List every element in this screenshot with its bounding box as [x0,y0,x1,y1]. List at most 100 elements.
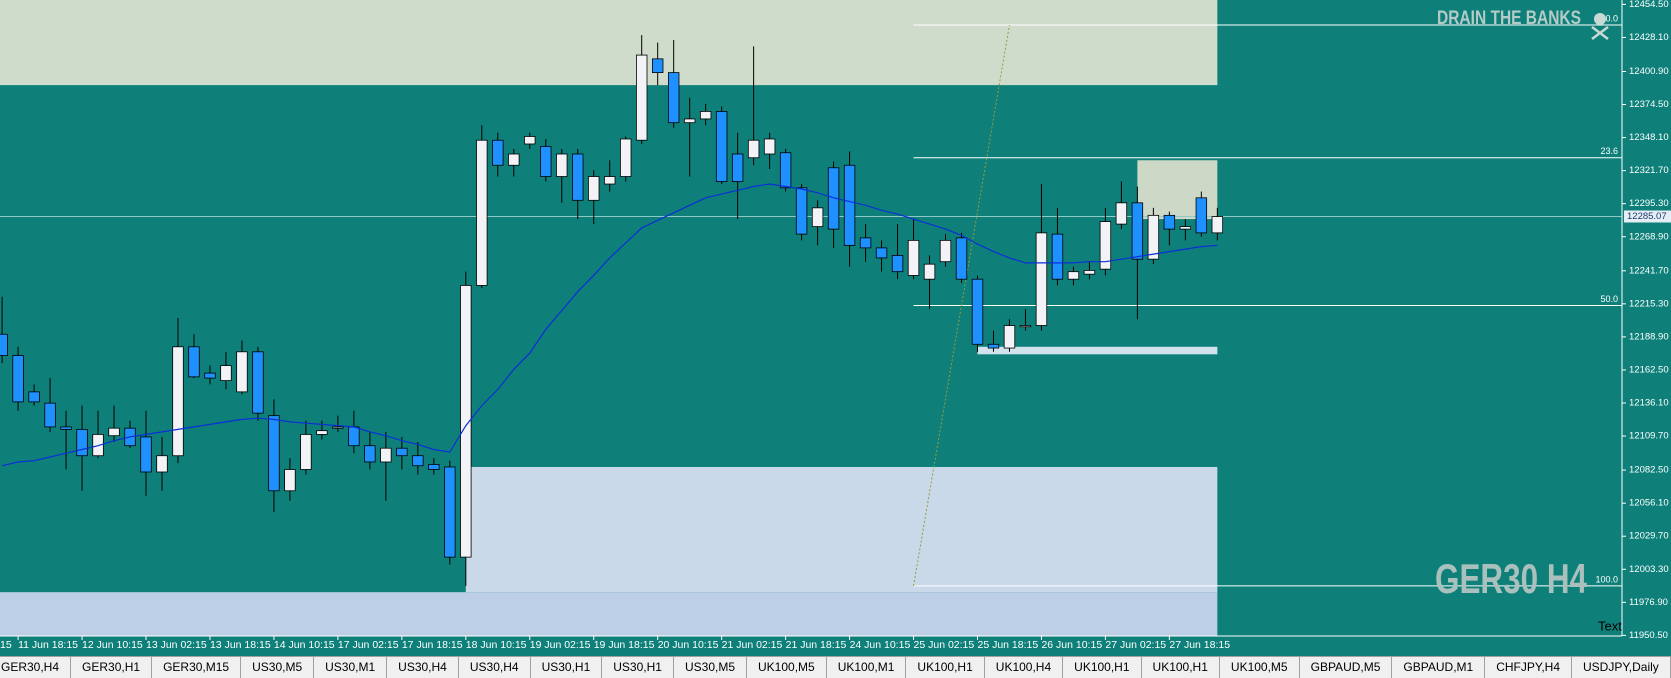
fibo-trendline [913,24,1010,587]
candle-body [348,426,360,447]
candle-body [204,372,216,379]
axes: 12454.50 12428.10 12400.90 12374.50 12348.10… [0,0,1671,651]
candle-body [1147,214,1160,260]
x-tick-label-partial: 15 [0,639,12,651]
y-tick-label: 12215.30 [1629,298,1669,309]
candle-body [1003,325,1016,349]
corner-text: Text [1598,618,1622,633]
candle-body [1051,233,1064,280]
candle-body [428,464,440,470]
symbol-tab[interactable]: USDJPY,Daily [1572,657,1671,678]
candle-body [76,429,88,457]
zone [0,592,1218,636]
candle-body [636,54,648,141]
candle-body [140,436,152,473]
moving-average [1,183,1218,467]
x-tick-label: 17 Jun 18:15 [402,639,463,651]
zone [465,466,1218,593]
symbol-tabs: GER30,H4 GER30,H1 GER30,M15 US30,M5 US30,M1 U… [0,656,1671,678]
fibo-label: 0.0 [1605,13,1618,23]
symbol-tab[interactable]: US30,M5 [241,657,315,678]
watermark-top: DRAIN THE BANKS [1437,8,1581,29]
symbol-tab[interactable]: US30,H4 [459,657,531,678]
symbol-tab[interactable]: GER30,H4 [0,657,72,678]
candle-body [1163,214,1176,230]
candle-body [811,207,824,228]
candle-body [108,427,120,437]
x-tick-label: 27 Jun 18:15 [1169,639,1230,651]
fibo-label: 23.6 [1600,146,1618,156]
symbol-tab[interactable]: UK100,H1 [1063,657,1142,678]
symbol-tab[interactable]: UK100,H1 [906,657,985,678]
candle-body [1067,271,1080,280]
y-tick-label: 12428.10 [1629,32,1669,43]
candle-body [683,118,696,124]
candle-body [1131,202,1144,260]
symbol-tab[interactable]: UK100,M5 [1220,657,1300,678]
x-tick-label: 13 Jun 02:15 [146,639,207,651]
x-tick-label: 21 Jun 02:15 [722,639,783,651]
symbol-tab[interactable]: UK100,H1 [1142,657,1220,678]
candle-body [715,111,728,182]
symbol-tab[interactable]: US30,M1 [314,657,388,678]
symbol-tab[interactable]: GBPAUD,M1 [1392,657,1486,678]
candles [0,35,1224,586]
symbol-tab[interactable]: GBPAUD,M5 [1300,657,1393,678]
fibo-label: 100.0 [1595,574,1618,584]
x-tick-label: 25 Jun 02:15 [914,639,975,651]
symbol-tab[interactable]: UK100,M1 [827,657,907,678]
candle-body [556,153,568,177]
candle-body [651,58,664,74]
candle-body [44,402,56,428]
symbol-tab[interactable]: US30,M5 [674,657,747,678]
candle-body [300,434,312,470]
lines: 0.0 23.6 50.0 100.0 [0,13,1622,587]
candle-body [524,136,536,145]
x-tick-label: 20 Jun 10:15 [658,639,719,651]
watermark-symbol: GER30 H4 [1435,555,1587,602]
y-tick-label: 12109.70 [1629,431,1669,442]
x-tick-label: 24 Jun 10:15 [850,639,911,651]
x-tick-label: 27 Jun 02:15 [1105,639,1166,651]
candle-body [412,455,424,467]
candle-body [476,139,488,286]
candle-body [939,239,952,263]
candle-body [827,167,840,230]
candle-body [572,153,584,201]
symbol-tab[interactable]: US30,H4 [387,657,459,678]
candle-body [60,426,72,430]
candle-body [284,469,296,492]
x-tick-label: 17 Jun 02:15 [338,639,399,651]
candle-body [268,415,280,492]
candle-body [667,72,680,124]
candle-body [12,355,24,403]
candle-body [795,187,808,235]
symbol-tab[interactable]: CHFJPY,H4 [1485,657,1572,678]
skull-icon [1591,13,1609,40]
candle-body [588,176,600,201]
candle-body [252,351,264,414]
zone [0,0,1218,86]
candle-body [1083,270,1096,275]
candle-body [540,146,552,177]
candle-body [28,391,40,403]
x-tick-label: 19 Jun 18:15 [594,639,655,651]
candle-body [843,164,856,246]
candle-body [444,466,456,558]
chart: 0.0 23.6 50.0 100.0 12454.50 12428.10 12400.9… [0,0,1671,651]
symbol-tab[interactable]: UK100,M5 [747,657,827,678]
candle-body [1019,325,1032,328]
symbol-tab[interactable]: US30,H1 [531,657,603,678]
symbol-tab[interactable]: US30,H1 [602,657,674,678]
symbol-tab[interactable]: UK100,H4 [985,657,1064,678]
candle-body [1211,216,1224,234]
candle-body [604,176,616,185]
candle-body [0,333,8,356]
symbol-tab[interactable]: GER30,H1 [71,657,153,678]
y-tick-label: 12241.70 [1629,265,1669,276]
candle-body [955,237,968,280]
candle-body [987,343,1000,349]
symbol-tab[interactable]: GER30,M15 [152,657,242,678]
candle-body [779,152,792,189]
zones [0,0,1218,636]
